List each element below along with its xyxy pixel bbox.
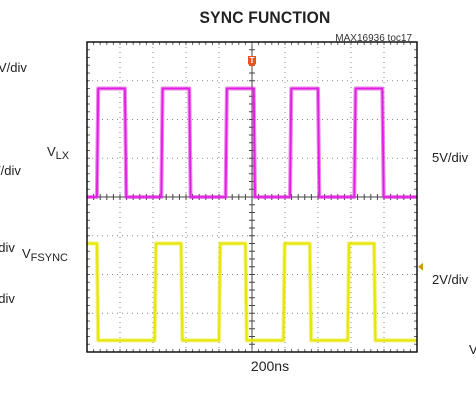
right-scale-label-1: 5V/div xyxy=(432,150,469,165)
figure-tag: MAX16936 toc17 xyxy=(335,33,412,44)
left-scale-label-3: V/div xyxy=(0,240,15,255)
left-scale-label-4: V/div xyxy=(0,291,15,306)
trace-vfsync xyxy=(87,242,417,342)
trigger-marker-label: T xyxy=(250,56,255,65)
series-label-vlx: VLX xyxy=(47,144,70,162)
ground-marker-vfsync xyxy=(418,262,423,271)
x-scale-label: 200ns xyxy=(250,358,290,374)
markers: T xyxy=(248,56,423,271)
plot-frame xyxy=(86,41,418,353)
left-scale-label-2: V/div xyxy=(0,163,21,178)
trigger-marker-shape xyxy=(248,56,256,67)
left-scale-label-1: V/div xyxy=(0,60,27,75)
trace-vlx xyxy=(87,87,417,198)
trigger-marker: T xyxy=(248,56,256,67)
right-scale-label-3: V xyxy=(469,342,476,357)
chart-title: SYNC FUNCTION xyxy=(199,8,331,27)
traces xyxy=(87,86,417,343)
series-label-vfsync: VFSYNC xyxy=(22,246,68,264)
right-scale-label-2: 2V/div xyxy=(432,272,469,287)
